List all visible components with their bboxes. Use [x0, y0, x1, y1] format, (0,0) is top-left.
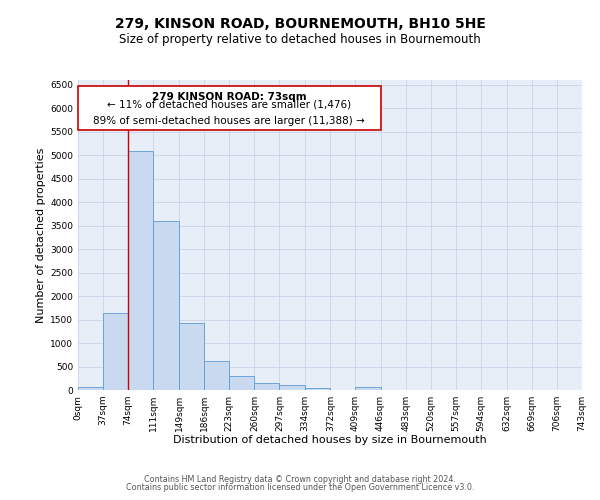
Bar — [103, 313, 128, 390]
Text: 279, KINSON ROAD, BOURNEMOUTH, BH10 5HE: 279, KINSON ROAD, BOURNEMOUTH, BH10 5HE — [115, 18, 485, 32]
FancyBboxPatch shape — [78, 86, 380, 130]
Bar — [305, 388, 331, 390]
Bar — [254, 383, 280, 390]
Bar — [153, 222, 179, 390]
Text: Contains public sector information licensed under the Open Government Licence v3: Contains public sector information licen… — [126, 484, 474, 492]
Text: Size of property relative to detached houses in Bournemouth: Size of property relative to detached ho… — [119, 32, 481, 46]
Y-axis label: Number of detached properties: Number of detached properties — [36, 148, 46, 322]
Text: ← 11% of detached houses are smaller (1,476): ← 11% of detached houses are smaller (1,… — [107, 100, 352, 110]
X-axis label: Distribution of detached houses by size in Bournemouth: Distribution of detached houses by size … — [173, 436, 487, 446]
Text: 89% of semi-detached houses are larger (11,388) →: 89% of semi-detached houses are larger (… — [94, 116, 365, 126]
Bar — [204, 361, 229, 390]
Bar — [280, 385, 305, 390]
Bar — [128, 152, 153, 390]
Bar — [229, 376, 254, 390]
Text: Contains HM Land Registry data © Crown copyright and database right 2024.: Contains HM Land Registry data © Crown c… — [144, 474, 456, 484]
Text: 279 KINSON ROAD: 73sqm: 279 KINSON ROAD: 73sqm — [152, 92, 307, 102]
Bar — [179, 324, 204, 390]
Bar — [355, 388, 380, 390]
Bar — [78, 387, 103, 390]
